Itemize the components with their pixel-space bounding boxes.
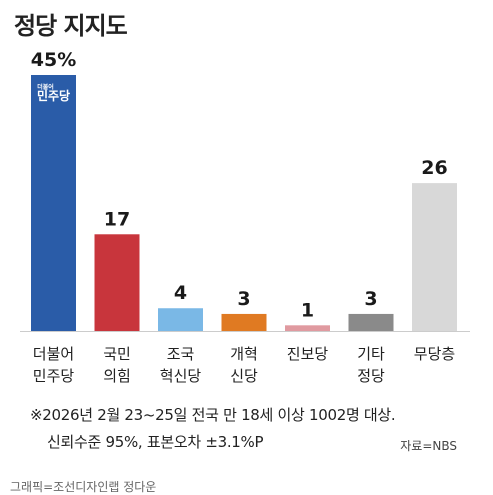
bar-0 bbox=[31, 75, 76, 331]
bar-2 bbox=[158, 308, 203, 331]
category-label-6: 무당층 bbox=[413, 345, 456, 363]
category-label-5: 기타 정당 bbox=[357, 345, 385, 385]
svg-text:민주당: 민주당 bbox=[37, 88, 70, 103]
margin-note: 신뢰수준 95%, 표본오차 ±3.1%P bbox=[47, 433, 264, 451]
data-label-2: 4 bbox=[174, 282, 187, 304]
category-label-3: 개혁 신당 bbox=[230, 345, 258, 385]
source-label: 자료=NBS bbox=[400, 439, 457, 453]
bar-6 bbox=[412, 183, 457, 331]
category-label-4: 진보당 bbox=[286, 345, 329, 363]
bar-4 bbox=[285, 325, 330, 331]
data-label-6: 26 bbox=[421, 157, 447, 179]
graphic-credit: 그래픽=조선디자인랩 정다운 bbox=[10, 480, 157, 494]
category-label-1: 국민 의힘 bbox=[103, 345, 131, 385]
data-label-0: 45% bbox=[31, 49, 76, 71]
bar-3 bbox=[221, 313, 267, 331]
data-label-5: 3 bbox=[364, 288, 377, 310]
survey-note: ※2026년 2월 23~25일 전국 만 18세 이상 1002명 대상. bbox=[30, 406, 396, 424]
category-label-0: 더불어 민주당 bbox=[32, 345, 75, 385]
chart-title: 정당 지지도 bbox=[14, 12, 128, 40]
category-label-2: 조국 혁신당 bbox=[159, 345, 202, 385]
data-label-1: 17 bbox=[104, 208, 130, 230]
data-label-4: 1 bbox=[301, 299, 314, 321]
svg-text:더불어: 더불어 bbox=[37, 83, 54, 91]
data-label-3: 3 bbox=[237, 288, 250, 310]
bar-1 bbox=[94, 234, 140, 331]
bar-5 bbox=[348, 313, 394, 331]
